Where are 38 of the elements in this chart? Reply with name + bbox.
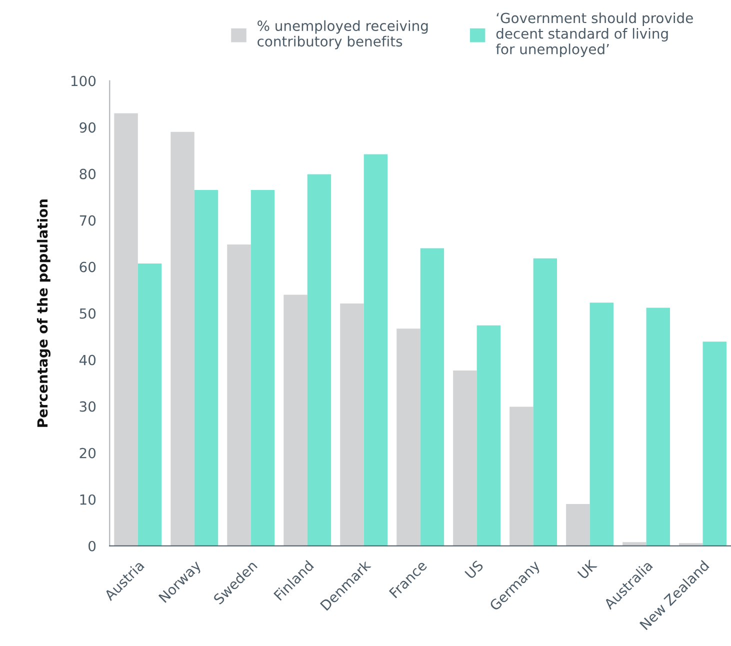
bar [284, 294, 308, 546]
bar [510, 406, 534, 546]
bar [250, 190, 275, 546]
bar [702, 342, 726, 546]
y-tick-label: 100 [71, 76, 96, 86]
x-tick-label: US [464, 560, 484, 580]
bar [340, 304, 364, 546]
bar [453, 370, 477, 546]
y-tick-label: 80 [80, 168, 96, 180]
legend-label: % unemployed receiving contributory benefits [258, 20, 428, 50]
bar [364, 154, 388, 546]
bar [646, 308, 670, 546]
bar [170, 132, 194, 546]
bar [420, 248, 444, 546]
bar [227, 244, 251, 546]
y-axis-title: Percentage of the population [36, 200, 50, 427]
y-tick-label: 40 [79, 354, 96, 366]
bar [114, 113, 138, 546]
y-tick-label: 20 [80, 448, 96, 458]
bar [566, 504, 590, 546]
bar [476, 325, 501, 546]
y-tick-label: 10 [80, 494, 96, 505]
bar [679, 543, 703, 546]
x-tick-label: UK [577, 559, 598, 580]
y-tick-label: 70 [80, 215, 96, 226]
bar [194, 190, 218, 546]
bar [307, 174, 332, 546]
y-tick-label: 0 [88, 540, 96, 552]
y-tick-label: 50 [80, 308, 96, 319]
bar [533, 258, 558, 546]
y-tick-label: 90 [80, 122, 96, 133]
bar [138, 264, 162, 546]
bar [622, 542, 646, 546]
y-tick-label: 30 [80, 401, 96, 412]
bar [590, 302, 614, 546]
bar [396, 328, 420, 546]
legend-label: ‘Government should provide decent standard of living for unemployed’ [496, 12, 693, 58]
y-tick-label: 60 [80, 262, 96, 272]
